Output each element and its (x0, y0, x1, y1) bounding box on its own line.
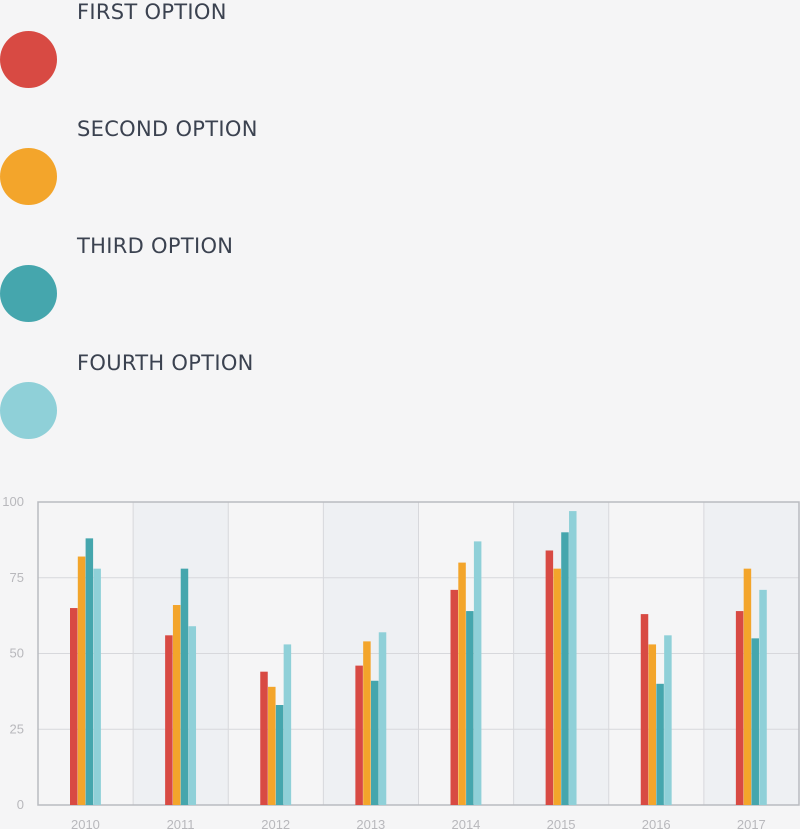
bar-chart: 0 25 50 75 100 2010 2011 2012 2013 2014 2015 2016 20… (2, 494, 800, 829)
bar-2012-series-3 (275, 705, 284, 805)
legend-item-first: FIRST OPTION (0, 0, 600, 91)
bar-2014-series-1 (450, 589, 458, 805)
y-tick-label: 75 (10, 570, 24, 585)
bar-2011-series-4 (188, 626, 197, 805)
bar-2017-series-3 (751, 638, 759, 805)
bar-2015-series-1 (545, 550, 554, 805)
bar-2017-series-1 (735, 611, 744, 805)
y-tick-label: 50 (10, 646, 24, 661)
legend-swatch-third (0, 265, 57, 322)
y-tick-label: 25 (10, 721, 24, 736)
bar-2011-series-3 (180, 568, 189, 805)
bar-2015-series-4 (569, 511, 577, 805)
legend-item-second: SECOND OPTION (0, 117, 600, 208)
x-tick-label: 2014 (451, 817, 480, 829)
bar-2010-series-4 (93, 568, 101, 805)
legend-item-fourth: FOURTH OPTION (0, 351, 600, 442)
bar-2012-series-4 (283, 644, 292, 805)
x-tick-label: 2017 (737, 817, 766, 829)
bar-2016-series-3 (656, 683, 664, 805)
bar-2013-series-4 (378, 632, 387, 805)
x-tick-label: 2011 (167, 817, 195, 829)
bar-2017-series-2 (743, 568, 752, 805)
legend: FIRST OPTION SECOND OPTION THIRD OPTION … (0, 0, 600, 442)
x-tick-label: 2013 (356, 817, 385, 829)
bar-2016-series-4 (664, 635, 672, 805)
bar-2010-series-3 (85, 538, 94, 805)
bar-2016-series-2 (648, 644, 657, 805)
x-tick-label: 2016 (642, 817, 671, 829)
legend-swatch-second (0, 148, 57, 205)
bar-2015-series-3 (561, 532, 569, 805)
bar-2013-series-3 (370, 680, 379, 805)
x-tick-label: 2015 (547, 817, 576, 829)
bar-2010-series-1 (70, 608, 78, 805)
legend-label-second: SECOND OPTION (77, 117, 258, 141)
legend-label-fourth: FOURTH OPTION (77, 351, 254, 375)
x-tick-label: 2010 (71, 817, 100, 829)
bar-2011-series-1 (165, 635, 173, 805)
y-tick-label: 0 (17, 797, 24, 812)
bar-2014-series-2 (458, 562, 466, 805)
bar-2012-series-1 (260, 671, 268, 805)
bar-2014-series-3 (466, 611, 474, 805)
bar-2015-series-2 (553, 568, 561, 805)
bar-2017-series-4 (759, 589, 767, 805)
y-tick-label: 100 (2, 494, 24, 509)
plot-frame (37, 501, 800, 806)
legend-label-third: THIRD OPTION (77, 234, 234, 258)
legend-label-first: FIRST OPTION (77, 0, 227, 24)
bar-2012-series-2 (268, 686, 276, 805)
bar-2011-series-2 (172, 605, 181, 805)
bar-2014-series-4 (473, 541, 482, 805)
bar-2013-series-1 (355, 665, 363, 805)
legend-swatch-fourth (0, 382, 57, 439)
bar-2010-series-2 (77, 556, 86, 805)
bar-2013-series-2 (363, 641, 371, 805)
legend-item-third: THIRD OPTION (0, 234, 600, 325)
bar-2016-series-1 (640, 614, 649, 805)
legend-swatch-first (0, 31, 57, 88)
x-tick-label: 2012 (261, 817, 290, 829)
